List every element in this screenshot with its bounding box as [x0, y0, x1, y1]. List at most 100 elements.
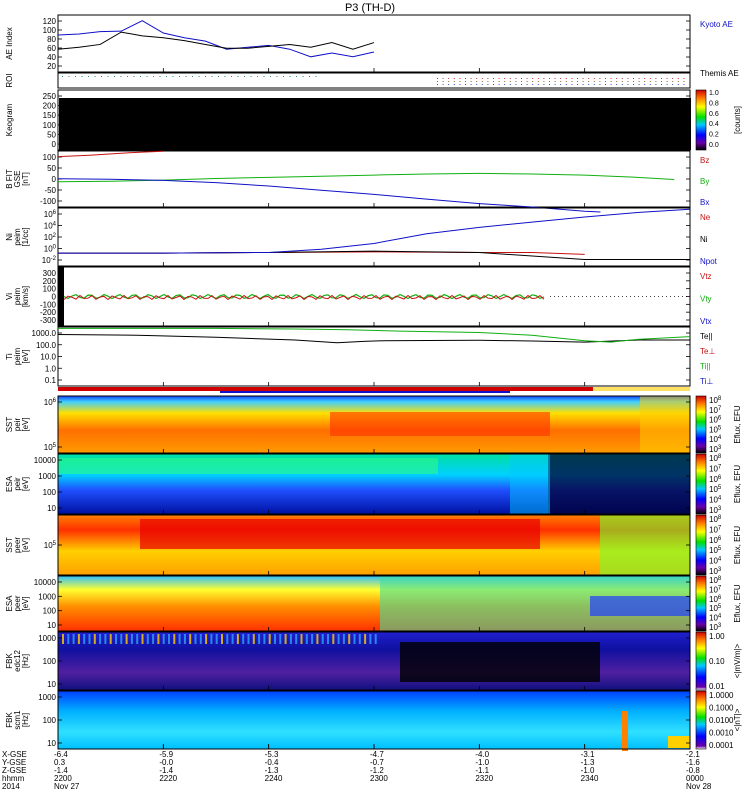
roi-dot-1-6: [470, 81, 472, 82]
roi-dot-2-33: [621, 84, 623, 85]
ylabel-bfit-0: B FIT: [5, 169, 14, 189]
sst-i-right: [640, 396, 690, 453]
fbk-e-stripe-42: [284, 634, 287, 644]
colorbar-tick-sst_e-4: 104: [709, 557, 722, 566]
roi-dot-a-28: [244, 76, 245, 77]
ytick-label-ae-3: 60: [47, 44, 56, 53]
fbk-e-stripe-33: [236, 634, 239, 644]
footer-value-4-2: -1.1: [475, 766, 489, 775]
legend-ae-1: Themis AE: [700, 69, 739, 78]
ylabel-sst_e-0: SST: [5, 537, 14, 553]
roi-dot-2-29: [599, 84, 601, 85]
ylabel-ti-0: Ti: [5, 353, 14, 360]
roi-dot-0-38: [649, 78, 651, 79]
colorbar-tick-keogram-4: 0.2: [709, 132, 719, 139]
roi-dot-1-5: [465, 81, 466, 82]
vi-edge-block: [58, 267, 64, 326]
fbk-e-stripe-39: [268, 634, 271, 644]
fbk-e-stripe-56: [358, 634, 361, 644]
chart-title: P3 (TH-D): [345, 2, 395, 14]
roi-dot-2-21: [554, 84, 556, 85]
roi-dot-a-21: [198, 76, 200, 77]
colorbar-label-esa_i: Eflux, EFU: [733, 465, 742, 503]
roi-dot-a-24: [218, 76, 219, 77]
fbk-e-stripe-49: [321, 634, 324, 644]
roi-dot-2-5: [465, 84, 466, 85]
ytick-label-ni-2: 102: [44, 233, 57, 242]
ylabel-esa_i-0: ESA: [5, 475, 14, 492]
footer-value-2-1: -0.4: [265, 758, 279, 767]
roi-dot-1-14: [515, 81, 517, 82]
roi-dot-1-10: [493, 81, 494, 82]
footer-value-4-1: -1.0: [475, 758, 489, 767]
fbk-e-stripe-43: [289, 634, 292, 644]
fbk-e-stripe-18: [157, 634, 160, 644]
roi-dot-2-30: [605, 84, 606, 85]
roi-dot-1-44: [683, 81, 685, 82]
footer-value-5-2: -1.0: [581, 766, 595, 775]
colorbar-tick-sst_e-0: 108: [709, 515, 722, 524]
ylabel-vi-0: Vi: [5, 293, 14, 300]
roi-dot-0-7: [476, 78, 478, 79]
roi-dot-0-11: [498, 78, 500, 79]
roi-dot-2-14: [515, 84, 517, 85]
roi-dot-1-8: [481, 81, 483, 82]
footer-value-3-3: 2300: [370, 774, 388, 783]
ylabel-fbk_e-0: FBK: [5, 653, 14, 669]
colorbar-tick-esa_i-5: 103: [709, 506, 722, 515]
colorbar-tick-keogram-3: 0.4: [709, 121, 719, 128]
fbk-e-stripe-26: [199, 634, 202, 644]
roi-dot-a-5: [94, 76, 96, 77]
ytick-label-ni-3: 100: [44, 245, 57, 254]
colorbar-tick-fbk_b-0: 1.0000: [709, 691, 734, 700]
roi-dot-1-40: [661, 81, 662, 82]
roi-dot-0-6: [470, 78, 472, 79]
roi-dot-1-41: [666, 81, 668, 82]
footer-row-label-3: hhmm: [2, 774, 25, 783]
roi-dot-a-26: [231, 76, 232, 77]
roi-dot-a-15: [159, 76, 161, 77]
roi-dot-2-36: [638, 84, 640, 85]
colorbar-label-fbk_b: <|nT|>: [733, 708, 742, 731]
series-ti-1: [58, 327, 691, 343]
roi-dot-1-2: [448, 81, 450, 82]
ylabel-esa_e-2: [eV]: [21, 596, 30, 610]
roi-dot-2-11: [498, 84, 500, 85]
ylabel-bfit-1: GSE: [13, 171, 22, 188]
roi-dot-a-14: [153, 76, 154, 77]
fbk-e-stripe-22: [178, 634, 181, 644]
fbk-e-stripe-41: [279, 634, 282, 644]
roi-dot-a-22: [205, 76, 206, 77]
roi-dot-1-25: [577, 81, 578, 82]
fbk-e-stripe-37: [258, 634, 261, 644]
legend-ni-1: Ni: [700, 235, 708, 244]
fbk-e-stripe-40: [274, 634, 276, 644]
roi-dot-1-38: [649, 81, 651, 82]
roi-dot-1-22: [560, 81, 562, 82]
colorbar-tick-esa_i-0: 108: [709, 454, 722, 463]
esa-i-edge: [510, 454, 550, 514]
colorbar-label-sst_i: Eflux, EFU: [733, 405, 742, 443]
frame-ni: [57, 207, 691, 267]
colorbar-label-fbk_e: <|mV/m|>: [733, 643, 742, 678]
status-bar-yellow: [593, 387, 690, 391]
colorbar-tick-esa_e-0: 108: [709, 576, 722, 585]
roi-dot-1-7: [476, 81, 478, 82]
colorbar-tick-sst_e-3: 105: [709, 546, 722, 555]
colorbar-tick-fbk_e-1: 0.10: [709, 657, 725, 666]
ytick-label-keogram-1: 200: [43, 102, 57, 111]
colorbar-tick-esa_e-4: 104: [709, 614, 722, 623]
footer-value-6-1: -1.6: [686, 758, 700, 767]
roi-dot-0-35: [633, 78, 634, 79]
roi-dot-0-39: [655, 78, 657, 79]
roi-dot-2-23: [565, 84, 567, 85]
fbk-e-stripe-29: [215, 634, 218, 644]
series-ae-1: [57, 31, 375, 50]
roi-dot-2-17: [532, 84, 534, 85]
roi-dot-a-4: [88, 76, 89, 77]
ytick-label-sst_e-0: 105: [44, 541, 57, 550]
ytick-label-esa_e-2: 100: [43, 607, 57, 616]
roi-dot-1-12: [504, 81, 506, 82]
